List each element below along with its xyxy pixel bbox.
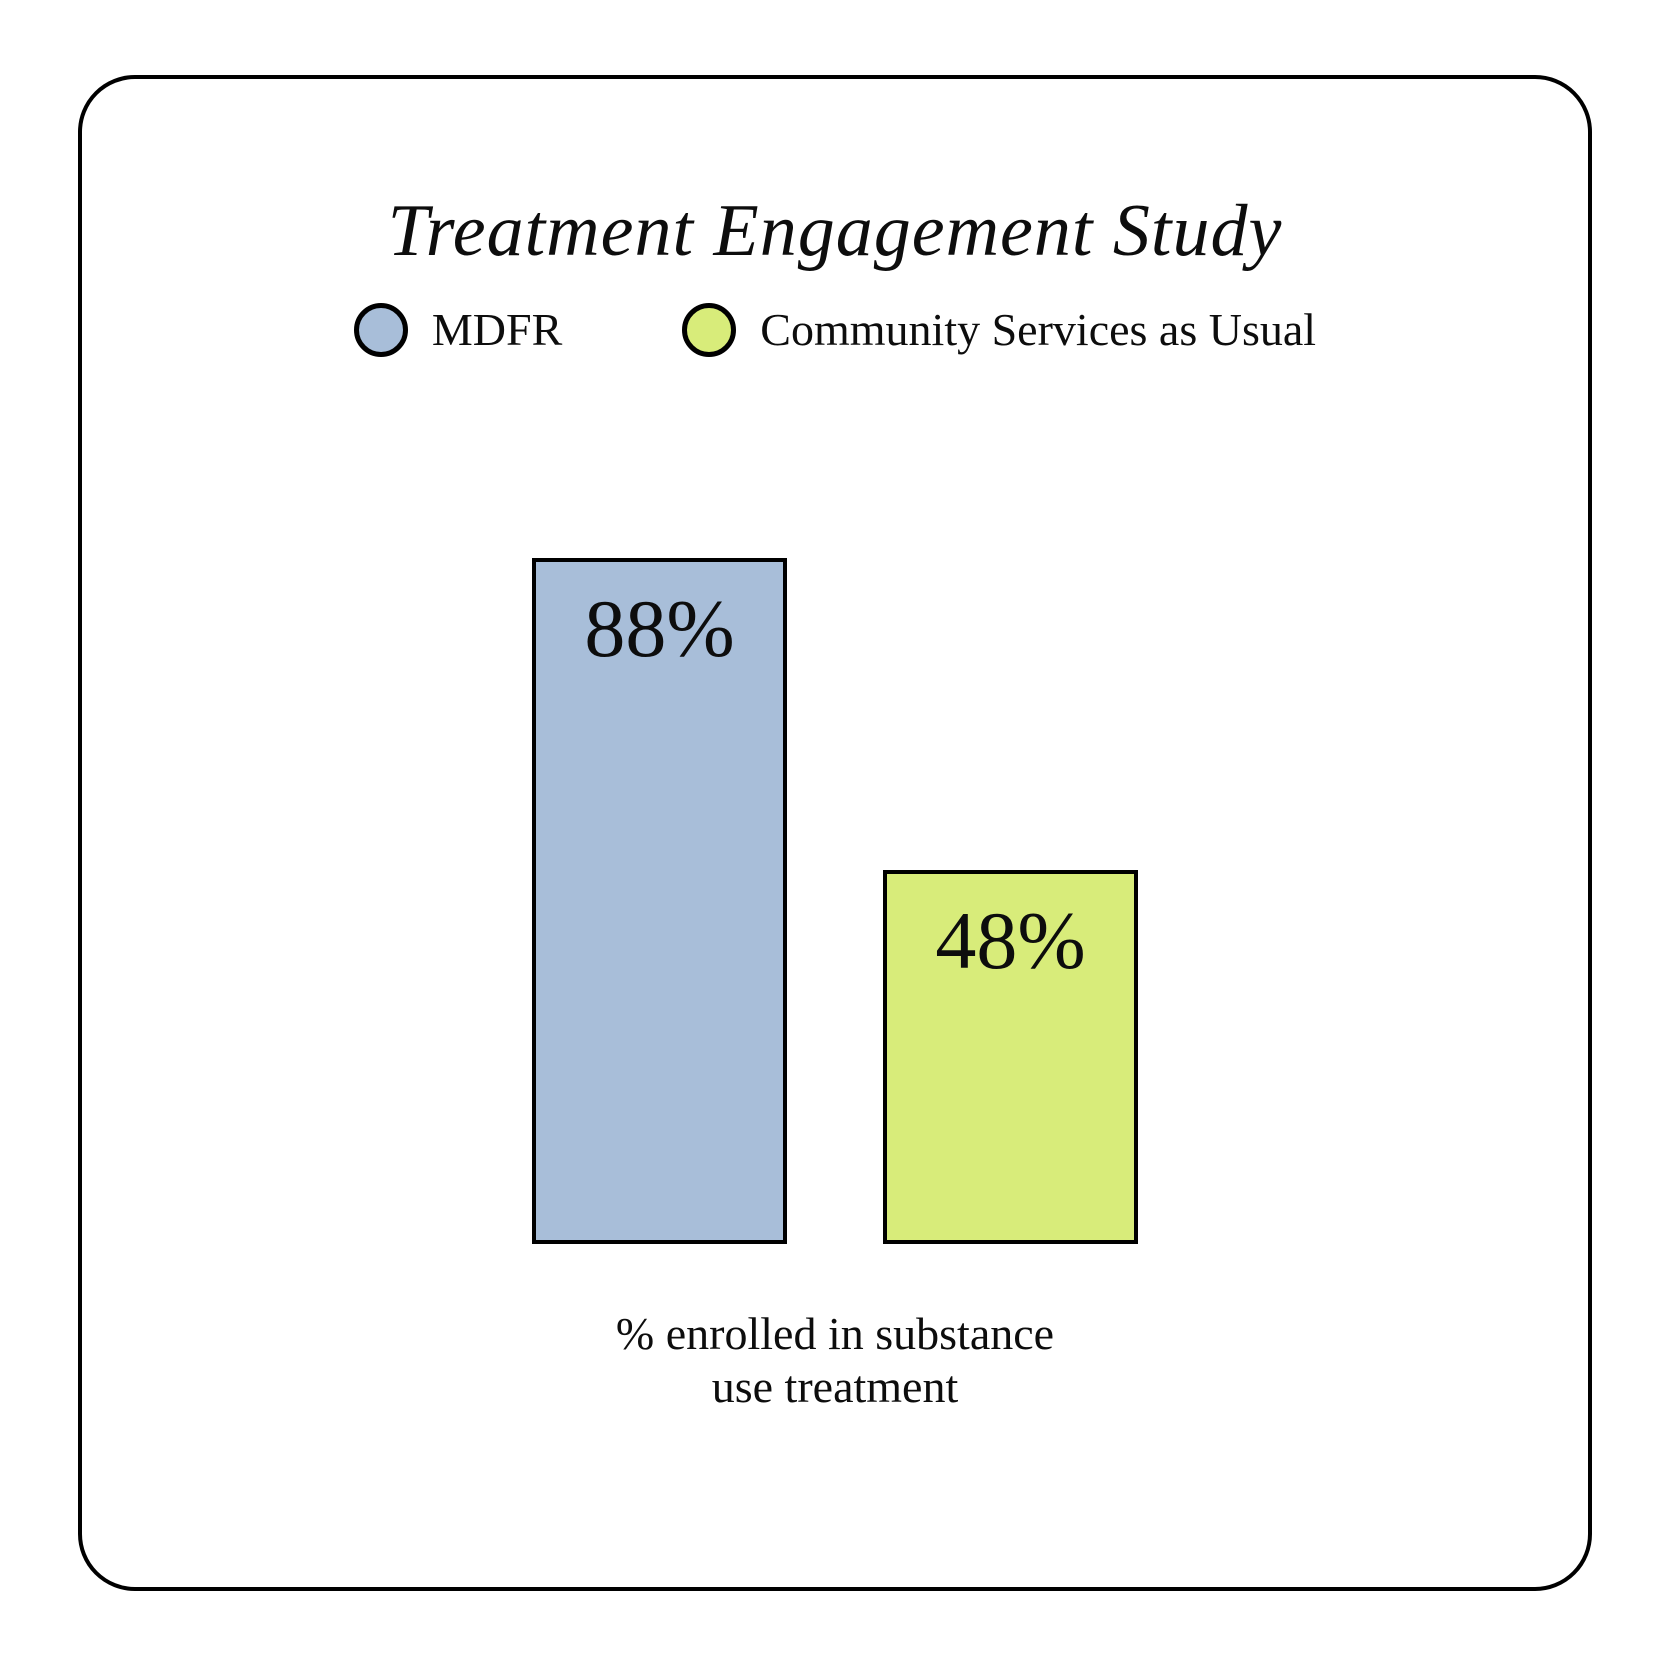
chart-frame: Treatment Engagement Study MDFR Communit…: [78, 75, 1592, 1591]
x-axis-label: % enrolled in substance use treatment: [82, 1307, 1588, 1413]
bar-value-label-csau: 48%: [935, 895, 1086, 986]
legend-item-mdfr: MDFR: [353, 303, 563, 357]
legend-swatch-mdfr-icon: [353, 303, 408, 357]
legend-swatch-csau-icon: [682, 303, 737, 357]
legend: MDFR Community Services as Usual: [82, 303, 1588, 357]
bars-area: 88% 48%: [82, 558, 1588, 1244]
x-axis-label-line-1: % enrolled in substance: [615, 1308, 1055, 1359]
bar-mdfr: 88%: [532, 558, 787, 1244]
bar-csau: 48%: [883, 870, 1138, 1244]
bar-value-label-mdfr: 88%: [584, 583, 735, 674]
legend-label-csau: Community Services as Usual: [760, 304, 1317, 355]
x-axis-label-line-2: use treatment: [711, 1361, 959, 1412]
legend-label-mdfr: MDFR: [431, 304, 563, 355]
legend-item-csau: Community Services as Usual: [682, 303, 1316, 357]
chart-title: Treatment Engagement Study: [387, 190, 1283, 272]
